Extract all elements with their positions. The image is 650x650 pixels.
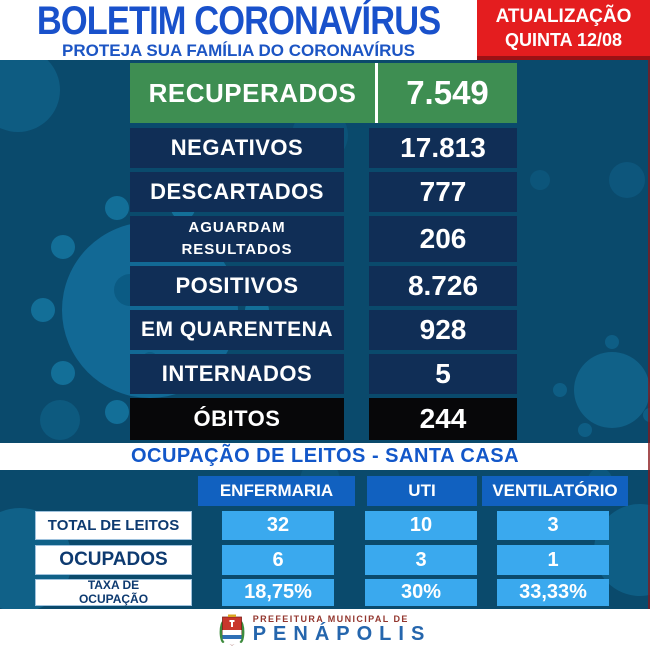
row-label-total-de-leitos: TOTAL DE LEITOS [35, 511, 192, 540]
page-subtitle: PROTEJA SUA FAMÍLIA DO CORONAVÍRUS [62, 41, 415, 61]
occupancy-title: OCUPAÇÃO DE LEITOS - SANTA CASA [130, 445, 520, 467]
stat-label-line2: RESULTADOS [181, 241, 293, 258]
row-label-line1: TAXA DE [87, 578, 140, 593]
cell-ocupados-enfermaria: 6 [222, 545, 334, 575]
update-date: QUINTA 12/08 [504, 29, 623, 50]
stat-label-line1: AGUARDAM [188, 219, 286, 237]
stat-label-aguardam-resultados: AGUARDAM RESULTADOS [130, 216, 344, 262]
stat-label-positivos: POSITIVOS [130, 266, 344, 306]
stat-value-aguardam-resultados: 206 [369, 216, 517, 262]
cell-total-enfermaria: 32 [222, 511, 334, 540]
stat-value-obitos: 244 [369, 398, 517, 440]
stat-value-descartados: 777 [369, 172, 517, 212]
occupancy-title-band: OCUPAÇÃO DE LEITOS - SANTA CASA [0, 443, 650, 470]
stat-label-negativos: NEGATIVOS [130, 128, 344, 168]
update-label: ATUALIZAÇÃO [495, 5, 632, 27]
stat-label: RECUPERADOS [148, 77, 357, 108]
header-titles: BOLETIM CORONAVÍRUS PROTEJA SUA FAMÍLIA … [0, 0, 477, 60]
cell-taxa-uti: 30% [365, 579, 477, 606]
cell-taxa-ventilatorio: 33,33% [497, 579, 609, 606]
stat-value-em-quarentena: 928 [369, 310, 517, 350]
stat-value-positivos: 8.726 [369, 266, 517, 306]
cell-ocupados-ventilatorio: 1 [497, 545, 609, 575]
stat-row-recuperados: RECUPERADOS 7.549 [130, 63, 517, 123]
header: BOLETIM CORONAVÍRUS PROTEJA SUA FAMÍLIA … [0, 0, 650, 60]
row-label-line2: OCUPAÇÃO [78, 591, 149, 606]
update-badge: ATUALIZAÇÃO QUINTA 12/08 [477, 0, 650, 60]
occupancy-table-section: ENFERMARIA UTI VENTILATÓRIO TOTAL DE LEI… [0, 470, 650, 609]
footer-text: PREFEITURA MUNICIPAL DE PENÁPOLIS [253, 614, 432, 645]
footer: PREFEITURA MUNICIPAL DE PENÁPOLIS [0, 609, 650, 650]
cell-total-ventilatorio: 3 [497, 511, 609, 540]
column-header-ventilatorio: VENTILATÓRIO [482, 476, 628, 506]
stat-label-internados: INTERNADOS [130, 354, 344, 394]
stat-value: 7.549 [375, 63, 517, 123]
footer-city-label: PENÁPOLIS [252, 623, 432, 645]
cell-ocupados-uti: 3 [365, 545, 477, 575]
stat-value-negativos: 17.813 [369, 128, 517, 168]
stat-label-descartados: DESCARTADOS [130, 172, 344, 212]
stat-label-obitos: ÓBITOS [130, 398, 344, 440]
stat-label-em-quarentena: EM QUARENTENA [130, 310, 344, 350]
column-header-enfermaria: ENFERMARIA [198, 476, 355, 506]
row-label-ocupados: OCUPADOS [35, 545, 192, 575]
right-red-edge-stripe [648, 60, 650, 609]
cell-total-uti: 10 [365, 511, 477, 540]
stat-value-internados: 5 [369, 354, 517, 394]
column-header-uti: UTI [367, 476, 477, 506]
page-title: BOLETIM CORONAVÍRUS [36, 0, 441, 44]
cell-taxa-enfermaria: 18,75% [222, 579, 334, 606]
footer-org-label: PREFEITURA MUNICIPAL DE [252, 614, 409, 624]
penapolis-coat-of-arms-logo [219, 614, 245, 645]
stats-section: RECUPERADOS 7.549 NEGATIVOS 17.813 DESCA… [0, 60, 650, 443]
row-label-taxa-de-ocupacao: TAXA DE OCUPAÇÃO [35, 579, 192, 606]
